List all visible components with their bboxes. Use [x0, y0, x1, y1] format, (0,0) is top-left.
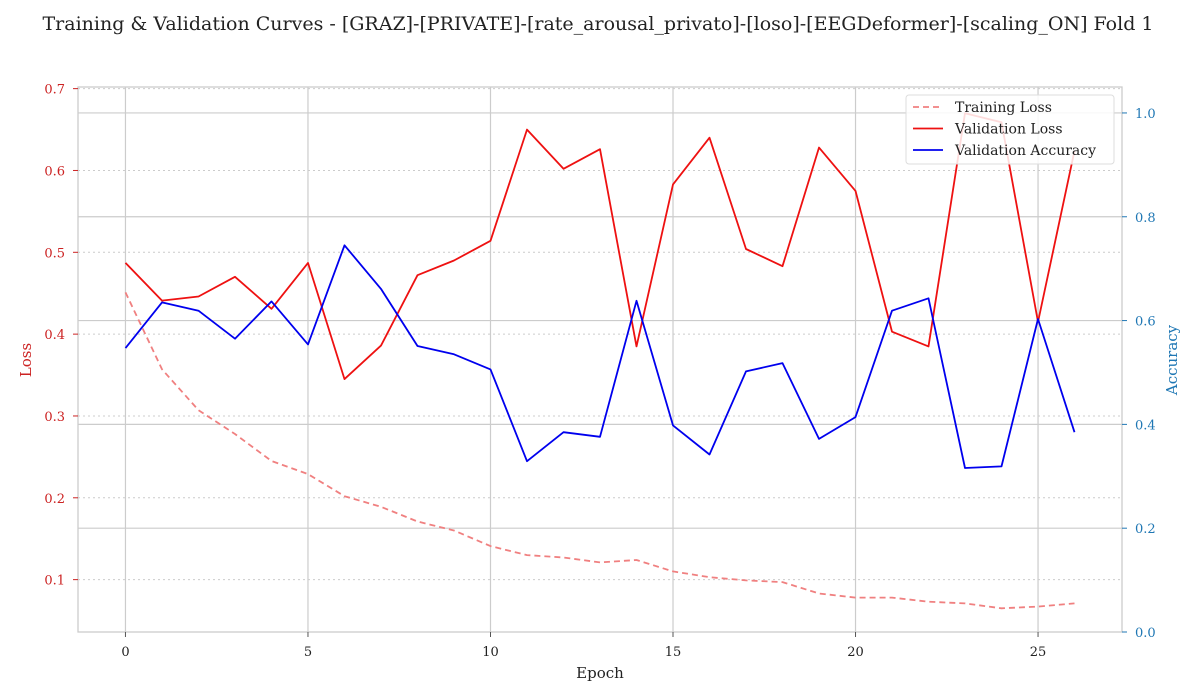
y-tick-label-left: 0.5	[44, 246, 65, 261]
x-tick-label: 5	[304, 645, 312, 660]
y-tick-label-left: 0.4	[44, 328, 65, 343]
ticks-layer: 0 5 10 15 20 25 0.1 0.2 0.3 0.4 0.5 0.6 0.7 0.0 0.2 0.4…	[44, 83, 1155, 660]
y-tick-label-left: 0.6	[44, 164, 65, 179]
x-axis-label: Epoch	[576, 664, 624, 682]
legend-box	[905, 94, 1115, 165]
legend: Training Loss Validation Loss Validation A…	[905, 94, 1115, 165]
x-tick-label: 15	[665, 645, 682, 660]
y-tick-label-right: 0.8	[1135, 211, 1156, 226]
legend-label: Validation Accuracy	[954, 143, 1096, 159]
x-tick-label: 0	[121, 645, 129, 660]
x-tick-label: 25	[1030, 645, 1047, 660]
y-tick-label-left: 0.2	[44, 492, 65, 507]
y-tick-label-right: 0.4	[1135, 418, 1156, 433]
y-tick-label-right: 0.2	[1135, 522, 1156, 537]
chart-title: Training & Validation Curves - [GRAZ]-[P…	[43, 13, 1154, 35]
y-tick-label-right: 1.0	[1135, 107, 1156, 122]
y-tick-label-right: 0.0	[1135, 626, 1156, 641]
y-tick-label-left: 0.7	[44, 83, 65, 98]
series-line-validation-accuracy	[124, 244, 1076, 469]
plot-frame	[77, 86, 1123, 633]
x-tick-label: 10	[482, 645, 499, 660]
y-axis-label-left: Loss	[17, 343, 35, 377]
y-tick-label-left: 0.3	[44, 410, 65, 425]
legend-label: Training Loss	[955, 100, 1052, 116]
y-axis-label-right: Accuracy	[1163, 324, 1181, 396]
series-layer	[124, 112, 1076, 610]
x-tick-label: 20	[847, 645, 864, 660]
y-tick-label-left: 0.1	[44, 574, 65, 589]
series-line-training-loss	[124, 292, 1075, 610]
series-line-validation-loss	[124, 112, 1076, 381]
legend-label: Validation Loss	[954, 122, 1063, 138]
y-tick-label-right: 0.6	[1135, 315, 1156, 330]
